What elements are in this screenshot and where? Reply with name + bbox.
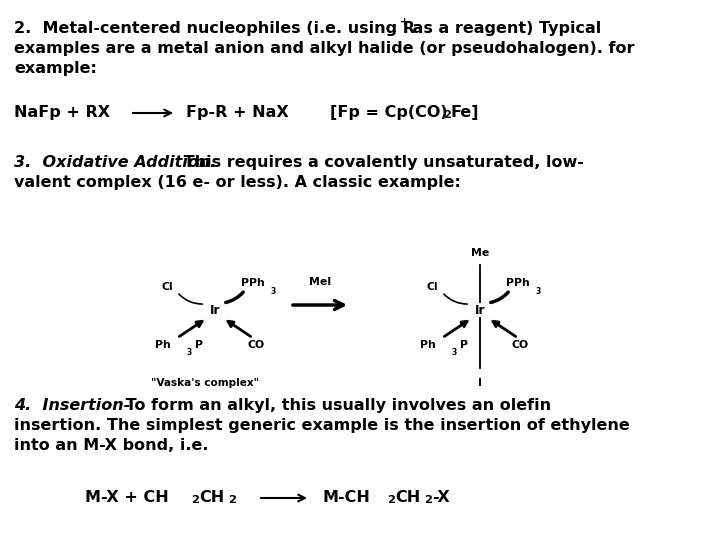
Text: example:: example: xyxy=(14,61,97,76)
Text: 3: 3 xyxy=(271,287,276,296)
Text: P: P xyxy=(460,340,468,350)
Text: 3: 3 xyxy=(536,287,541,296)
Text: 3: 3 xyxy=(452,348,457,357)
Text: 2: 2 xyxy=(228,495,236,505)
Text: PPh: PPh xyxy=(241,278,265,288)
Text: Cl: Cl xyxy=(161,282,173,292)
Text: 2.  Metal-centered nucleophiles (i.e. using R: 2. Metal-centered nucleophiles (i.e. usi… xyxy=(14,21,415,36)
Text: insertion. The simplest generic example is the insertion of ethylene: insertion. The simplest generic example … xyxy=(14,418,630,433)
Text: M-X + CH: M-X + CH xyxy=(85,490,168,505)
Text: -X: -X xyxy=(432,490,450,505)
Text: 3.  Oxidative Addition.: 3. Oxidative Addition. xyxy=(14,155,216,170)
Text: valent complex (16 e- or less). A classic example:: valent complex (16 e- or less). A classi… xyxy=(14,175,461,190)
Text: CO: CO xyxy=(512,340,529,350)
Text: Ir: Ir xyxy=(474,303,485,316)
Text: To form an alkyl, this usually involves an olefin: To form an alkyl, this usually involves … xyxy=(120,398,551,413)
Text: NaFp + RX: NaFp + RX xyxy=(14,105,110,120)
Text: as a reagent) Typical: as a reagent) Typical xyxy=(407,21,601,36)
Text: CO: CO xyxy=(247,340,264,350)
Text: M-CH: M-CH xyxy=(322,490,370,505)
Text: +: + xyxy=(400,17,409,27)
Text: Fe]: Fe] xyxy=(451,105,480,120)
Text: examples are a metal anion and alkyl halide (or pseudohalogen). for: examples are a metal anion and alkyl hal… xyxy=(14,41,634,56)
Text: CH: CH xyxy=(395,490,420,505)
Text: PPh: PPh xyxy=(506,278,530,288)
Text: Fp-R + NaX: Fp-R + NaX xyxy=(186,105,289,120)
Text: [Fp = Cp(CO): [Fp = Cp(CO) xyxy=(330,105,448,120)
Text: 4.  Insertion-: 4. Insertion- xyxy=(14,398,130,413)
Text: CH: CH xyxy=(199,490,224,505)
Text: Cl: Cl xyxy=(426,282,438,292)
Text: This requires a covalently unsaturated, low-: This requires a covalently unsaturated, … xyxy=(178,155,584,170)
Text: 2: 2 xyxy=(387,495,395,505)
Text: 2: 2 xyxy=(443,110,451,120)
Text: Ir: Ir xyxy=(210,303,220,316)
Text: MeI: MeI xyxy=(309,277,331,287)
Text: 2: 2 xyxy=(191,495,199,505)
Text: into an M-X bond, i.e.: into an M-X bond, i.e. xyxy=(14,438,209,453)
Text: Me: Me xyxy=(471,248,489,258)
Text: "Vaska's complex": "Vaska's complex" xyxy=(151,378,259,388)
Text: 3: 3 xyxy=(187,348,192,357)
Text: P: P xyxy=(195,340,203,350)
Text: I: I xyxy=(478,378,482,388)
Text: 2: 2 xyxy=(424,495,432,505)
Text: Ph: Ph xyxy=(420,340,436,350)
Text: Ph: Ph xyxy=(156,340,171,350)
